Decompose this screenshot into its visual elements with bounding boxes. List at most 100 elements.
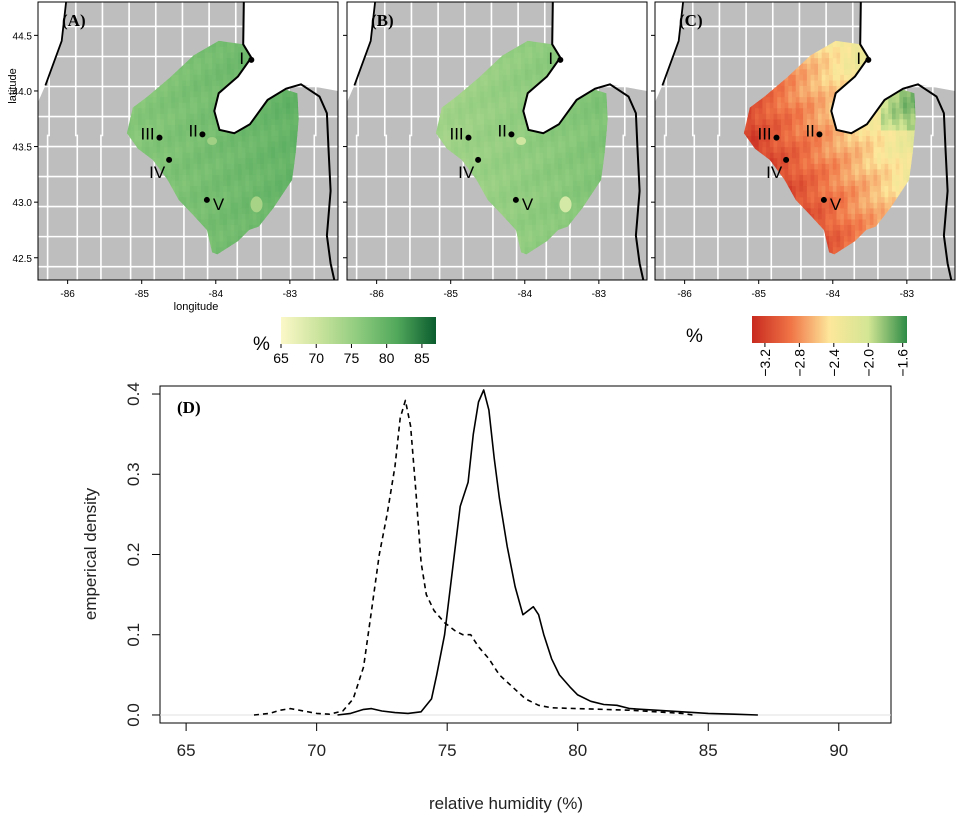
x-tick-label: 80 <box>568 741 587 760</box>
panel-label-a: (A) <box>62 11 86 30</box>
site-marker-v <box>512 196 519 203</box>
site-label-iii: III <box>140 125 154 144</box>
lon-tick-label: -83 <box>900 289 915 300</box>
lon-tick-label: -85 <box>134 289 149 300</box>
x-tick-label: 70 <box>307 741 326 760</box>
lat-tick-label: 43.0 <box>13 198 33 209</box>
legend-humidity-tick-label: 85 <box>414 350 430 366</box>
light-patch <box>559 196 572 213</box>
lake-water <box>831 2 955 134</box>
panel-label-b: (B) <box>371 11 394 30</box>
map-lon-ticks: -86 -85 -84 -83 <box>677 280 915 300</box>
site-marker-v <box>820 196 827 203</box>
site-label-v: V <box>522 195 534 214</box>
coastline-west <box>661 2 684 86</box>
x-tick-label: 90 <box>829 741 848 760</box>
legend-change-tick-label: −2.8 <box>791 349 807 377</box>
map-frame <box>346 1 648 281</box>
site-label-iii: III <box>449 125 463 144</box>
lat-tick-label: 44.5 <box>13 31 33 42</box>
site-label-v: V <box>213 195 225 214</box>
lon-tick-label: -83 <box>592 289 607 300</box>
map-lat-ticks: 42.5 43.0 43.5 44.0 44.5 <box>13 31 38 265</box>
legend-humidity-colorbar <box>281 317 436 344</box>
x-axis-label: relative humidity (%) <box>429 794 583 813</box>
site-marker-iv <box>166 156 173 163</box>
site-marker-ii <box>508 131 515 138</box>
map-lon-ticks: -86 -85 -84 -83 <box>60 280 298 300</box>
legend-humidity-tick-label: 80 <box>379 350 395 366</box>
legend-humidity-unit: % <box>253 334 270 355</box>
lon-tick-label: -85 <box>443 289 458 300</box>
plot-frame <box>159 385 892 724</box>
site-marker-iv <box>475 156 482 163</box>
lake-water <box>523 2 647 134</box>
site-label-iii: III <box>757 125 771 144</box>
series-line-dashed <box>253 399 693 716</box>
y-axis-label: emperical density <box>81 487 100 620</box>
legend-change-unit: % <box>686 326 703 347</box>
lon-tick-label: -83 <box>283 289 298 300</box>
site-label-iv: IV <box>149 163 166 182</box>
map-lat-ticks <box>651 34 655 259</box>
coastline-west <box>353 2 376 86</box>
site-label-ii: II <box>497 121 506 140</box>
site-label-i: I <box>239 49 244 68</box>
x-tick-label: 65 <box>177 741 196 760</box>
site-label-iv: IV <box>766 163 783 182</box>
legend-humidity-tick-label: 65 <box>273 350 289 366</box>
site-label-v: V <box>830 195 842 214</box>
legend-change: % −3.2 −2.8 −2.4 −2.0 −1.6 <box>686 316 911 377</box>
site-marker-ii <box>199 131 206 138</box>
map-frame <box>37 1 339 281</box>
lon-tick-label: -86 <box>677 289 692 300</box>
coastline-west <box>44 2 67 86</box>
y-tick-label: 0.2 <box>124 543 143 567</box>
x-tick-label: 75 <box>438 741 457 760</box>
coastline-east <box>830 2 953 280</box>
site-marker-v <box>203 196 210 203</box>
lon-tick-label: -86 <box>60 289 75 300</box>
x-tick-label: 85 <box>699 741 718 760</box>
panel-label-c: (C) <box>679 11 703 30</box>
lon-tick-label: -85 <box>751 289 766 300</box>
lon-tick-label: -84 <box>826 289 841 300</box>
site-marker-ii <box>816 131 823 138</box>
light-patch <box>207 137 218 145</box>
light-patch <box>250 196 263 213</box>
site-label-ii: II <box>805 121 814 140</box>
legend-change-colorbar <box>752 316 907 343</box>
legend-humidity-tick-label: 70 <box>308 350 324 366</box>
coastline-east <box>213 2 336 280</box>
legend-change-tick-label: −3.2 <box>757 349 773 377</box>
site-marker-iv <box>783 156 790 163</box>
map-lon-ticks: -86 -85 -84 -83 <box>369 280 607 300</box>
y-tick-label: 0.4 <box>124 382 143 406</box>
series-line-solid <box>337 389 758 716</box>
lat-tick-label: 44.0 <box>13 87 33 98</box>
lat-tick-label: 43.5 <box>13 143 33 154</box>
y-tick-label: 0.1 <box>124 623 143 647</box>
lon-tick-label: -84 <box>209 289 224 300</box>
legend-humidity: % 65 70 75 80 85 <box>253 317 436 366</box>
site-label-i: I <box>548 49 553 68</box>
site-marker-iii <box>156 134 163 141</box>
density-plot: (D) relative humidity (%) emperical dens… <box>81 382 892 813</box>
site-marker-i <box>248 56 255 63</box>
site-label-i: I <box>856 49 861 68</box>
legend-change-tick-label: −2.4 <box>826 349 842 377</box>
legend-humidity-tick-label: 75 <box>344 350 360 366</box>
y-tick-label: 0.3 <box>124 462 143 486</box>
map-x-axis-label: longitude <box>174 301 219 313</box>
site-label-iv: IV <box>458 163 475 182</box>
